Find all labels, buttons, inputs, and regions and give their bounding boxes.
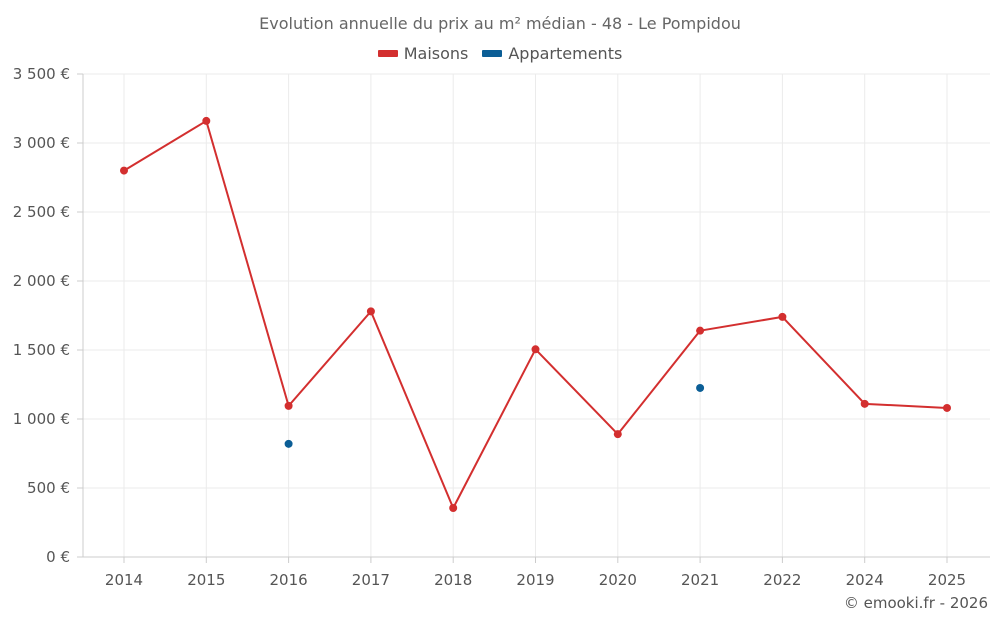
data-point-maisons xyxy=(120,166,128,175)
data-point-maisons xyxy=(943,403,951,412)
data-point-maisons xyxy=(778,312,787,321)
y-tick-label: 1 000 € xyxy=(13,410,70,428)
x-tick-label: 2014 xyxy=(105,571,143,589)
data-point-appartements xyxy=(284,439,293,448)
legend-swatch-appartements xyxy=(482,50,503,57)
x-tick-label: 2018 xyxy=(434,571,472,589)
legend-item-maisons[interactable]: Maisons xyxy=(377,44,469,63)
data-point-maisons xyxy=(284,401,293,410)
x-tick-label: 2025 xyxy=(928,571,966,589)
data-point-maisons xyxy=(531,345,540,354)
data-point-maisons xyxy=(696,326,705,335)
x-tick-label: 2015 xyxy=(187,571,225,589)
copyright-credit: © emooki.fr - 2026 xyxy=(843,594,988,612)
x-tick-label: 2016 xyxy=(270,571,308,589)
y-tick-label: 0 € xyxy=(46,548,70,566)
x-tick-label: 2024 xyxy=(846,571,884,589)
y-tick-label: 500 € xyxy=(27,479,70,497)
y-tick-label: 1 500 € xyxy=(13,341,70,359)
legend-item-appartements[interactable]: Appartements xyxy=(482,44,622,63)
x-tick-label: 2019 xyxy=(516,571,554,589)
y-tick-label: 2 000 € xyxy=(13,272,70,290)
data-point-maisons xyxy=(202,116,211,125)
data-point-maisons xyxy=(613,430,622,439)
x-tick-label: 2021 xyxy=(681,571,719,589)
x-tick-label: 2017 xyxy=(352,571,390,589)
data-point-maisons xyxy=(449,504,458,513)
y-tick-label: 3 000 € xyxy=(13,134,70,152)
legend-label-maisons: Maisons xyxy=(403,44,469,63)
y-tick-label: 3 500 € xyxy=(13,65,70,83)
y-tick-label: 2 500 € xyxy=(13,203,70,221)
x-tick-label: 2022 xyxy=(763,571,801,589)
data-point-maisons xyxy=(366,307,375,316)
legend-label-appartements: Appartements xyxy=(508,44,623,63)
data-point-appartements xyxy=(696,383,705,392)
legend-swatch-maisons xyxy=(377,50,398,57)
x-tick-label: 2020 xyxy=(599,571,637,589)
data-point-maisons xyxy=(860,399,869,408)
chart-legend: Maisons Appartements xyxy=(0,44,1000,63)
chart-title: Evolution annuelle du prix au m² médian … xyxy=(259,14,741,33)
